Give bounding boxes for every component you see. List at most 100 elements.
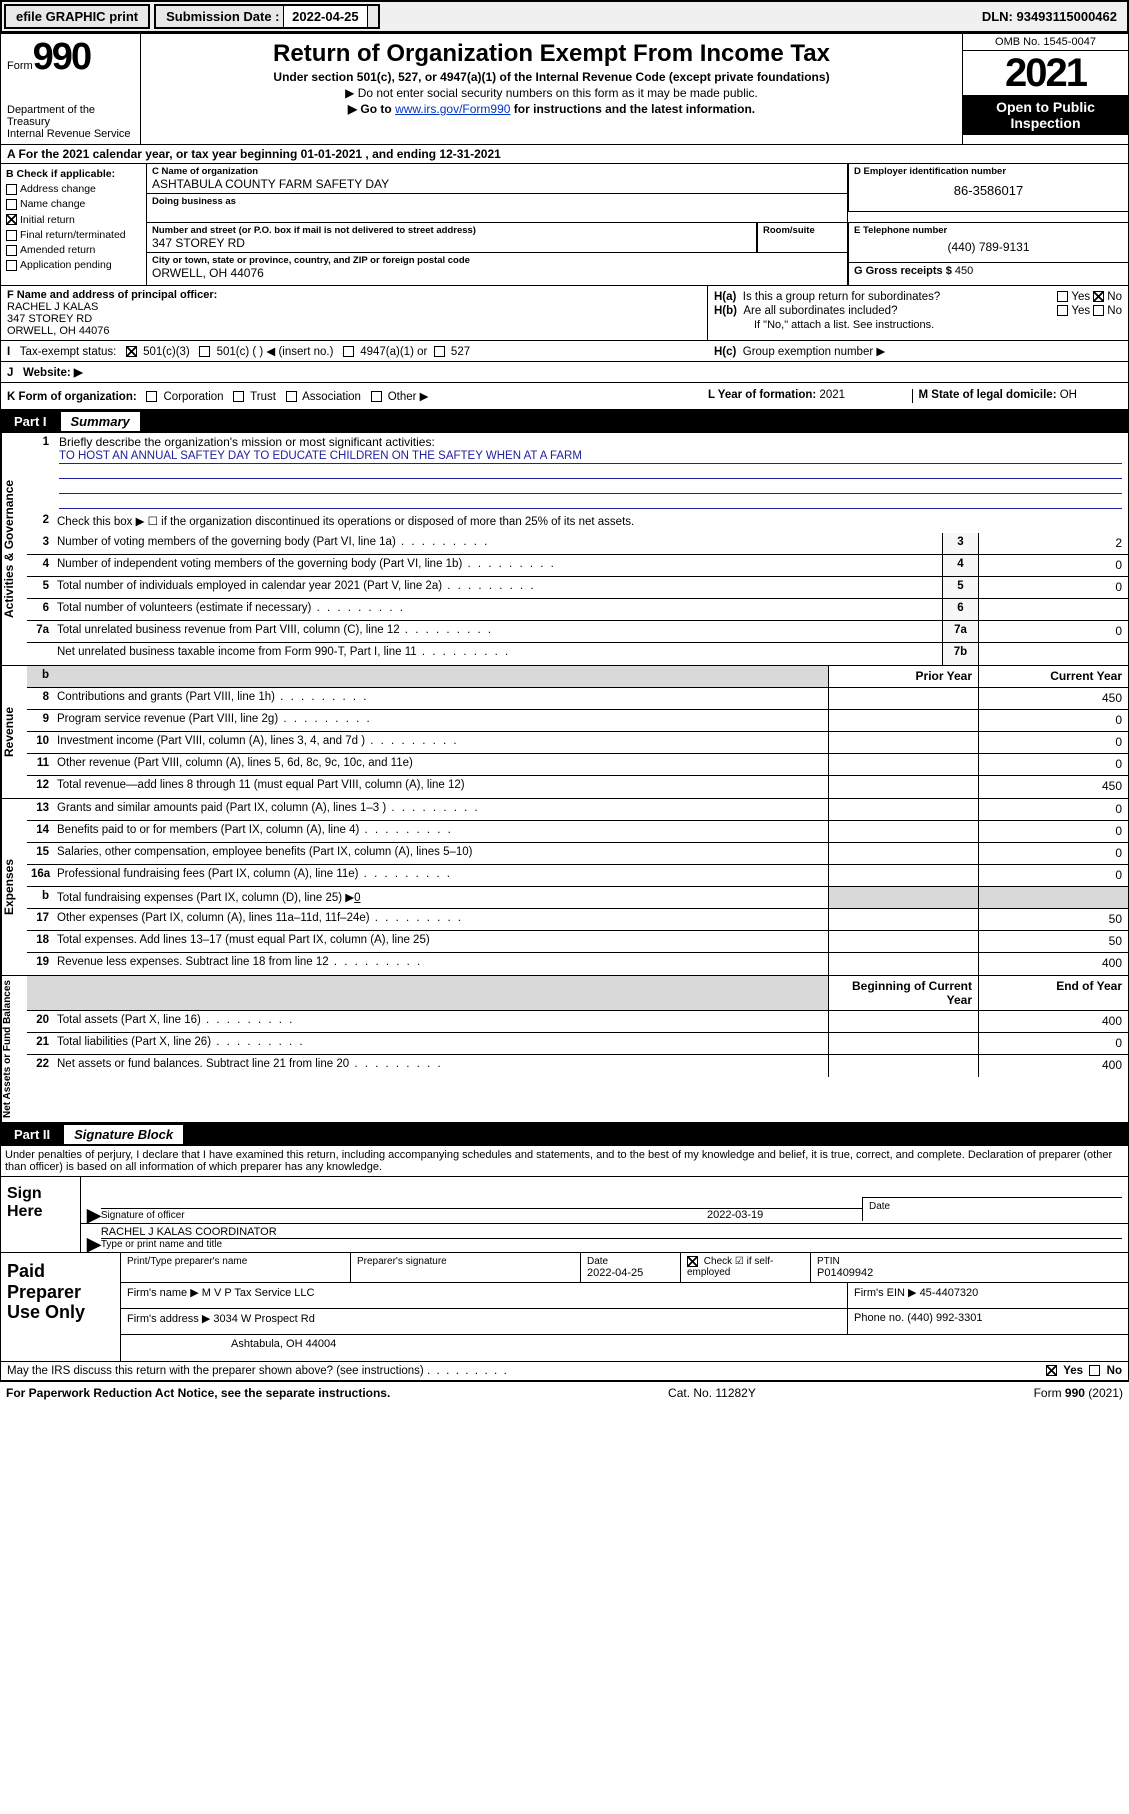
dln: DLN: 93493115000462 <box>972 6 1127 27</box>
l7a-val: 0 <box>978 621 1128 642</box>
topbar: efile GRAPHIC print Submission Date : 20… <box>0 0 1129 33</box>
open-inspection: Open to Public Inspection <box>963 95 1128 135</box>
form-subtitle: Under section 501(c), 527, or 4947(a)(1)… <box>149 70 954 84</box>
th-eoy: End of Year <box>978 976 1128 1010</box>
g-gross-label: G Gross receipts $ <box>854 265 952 277</box>
l15-val: 0 <box>978 843 1128 864</box>
i-527[interactable] <box>434 346 445 357</box>
sig-intro: Under penalties of perjury, I declare th… <box>0 1146 1129 1176</box>
l14-val: 0 <box>978 821 1128 842</box>
may-yes[interactable] <box>1046 1365 1057 1376</box>
vtab-netassets: Net Assets or Fund Balances <box>1 976 27 1122</box>
l2-text: Check this box ▶ ☐ if the organization d… <box>53 511 1128 533</box>
ha-yes[interactable] <box>1057 291 1068 302</box>
f-label: F Name and address of principal officer: <box>7 289 217 301</box>
footer: For Paperwork Reduction Act Notice, see … <box>0 1381 1129 1404</box>
chk-name[interactable] <box>6 199 17 210</box>
k-assoc[interactable] <box>286 391 297 402</box>
form-label: Form <box>7 60 33 72</box>
ha-text: Is this a group return for subordinates? <box>743 291 941 303</box>
j-label: Website: ▶ <box>23 367 83 379</box>
paid-label: Paid Preparer Use Only <box>1 1253 121 1361</box>
signer-type-label: Type or print name and title <box>101 1238 1122 1250</box>
officer-addr2: ORWELL, OH 44076 <box>7 325 110 337</box>
l5-val: 0 <box>978 577 1128 598</box>
hb-no[interactable] <box>1093 305 1104 316</box>
irs-link[interactable]: www.irs.gov/Form990 <box>395 102 510 116</box>
l10-val: 0 <box>978 732 1128 753</box>
may-discuss: May the IRS discuss this return with the… <box>0 1362 1129 1381</box>
hb-yes[interactable] <box>1057 305 1068 316</box>
signer-name: RACHEL J KALAS COORDINATOR <box>101 1226 1122 1238</box>
room-label: Room/suite <box>763 225 842 236</box>
part-i-title: Summary <box>61 412 140 431</box>
may-no[interactable] <box>1089 1365 1100 1376</box>
chk-pending[interactable] <box>6 260 17 271</box>
form-header: Form990 Department of the Treasury Inter… <box>0 33 1129 145</box>
l22-val: 400 <box>978 1055 1128 1077</box>
vtab-revenue: Revenue <box>1 666 27 798</box>
chk-address[interactable] <box>6 184 17 195</box>
line-i: I Tax-exempt status: 501(c)(3) 501(c) ( … <box>0 341 1129 362</box>
d-ein-label: D Employer identification number <box>854 166 1123 177</box>
pp-sig-label: Preparer's signature <box>357 1256 574 1267</box>
pp-date-label: Date <box>587 1256 674 1267</box>
i-label: Tax-exempt status: <box>20 346 117 358</box>
submission-date-label: Submission Date : 2022-04-25 <box>154 4 380 29</box>
k-other[interactable] <box>371 391 382 402</box>
b-header: B Check if applicable: <box>6 168 115 180</box>
chk-final[interactable] <box>6 230 17 241</box>
paid-preparer: Paid Preparer Use Only Print/Type prepar… <box>0 1253 1129 1362</box>
line-a: A For the 2021 calendar year, or tax yea… <box>0 145 1129 164</box>
arrow-icon: ▶ <box>87 1210 101 1221</box>
i-501c3[interactable] <box>126 346 137 357</box>
addr-value: 347 STOREY RD <box>152 236 751 250</box>
print-link[interactable]: print <box>109 9 138 24</box>
l20-val: 400 <box>978 1011 1128 1032</box>
l17-val: 50 <box>978 909 1128 930</box>
i-501c[interactable] <box>199 346 210 357</box>
submission-date: 2022-04-25 <box>283 5 368 28</box>
org-name: ASHTABULA COUNTY FARM SAFETY DAY <box>152 177 842 191</box>
pp-selfemp: Check ☑ if self-employed <box>687 1256 773 1278</box>
k-label: K Form of organization: <box>7 391 137 403</box>
l16a-val: 0 <box>978 865 1128 886</box>
firm-addr2: Ashtabula, OH 44004 <box>121 1335 1128 1361</box>
c-name-label: C Name of organization <box>152 166 842 177</box>
sig-date-value: 2022-03-19 <box>707 1209 763 1221</box>
sec-revenue: Revenue bPrior YearCurrent Year 8Contrib… <box>0 666 1129 799</box>
i-4947[interactable] <box>343 346 354 357</box>
form-title: Return of Organization Exempt From Incom… <box>149 40 954 68</box>
firm-addr1: 3034 W Prospect Rd <box>213 1313 315 1325</box>
section-bcde: B Check if applicable: Address change Na… <box>0 164 1129 286</box>
ha-no[interactable] <box>1093 291 1104 302</box>
efile-button[interactable]: efile GRAPHIC print <box>4 4 150 29</box>
hb-text: Are all subordinates included? <box>743 305 897 317</box>
ptin-value: P01409942 <box>817 1267 1122 1279</box>
sigoff-label: Signature of officer <box>101 1210 185 1221</box>
chk-selfemp[interactable] <box>687 1256 698 1267</box>
chk-initial[interactable] <box>6 214 17 225</box>
city-value: ORWELL, OH 44076 <box>152 266 842 280</box>
l8-val: 450 <box>978 688 1128 709</box>
firm-ein: 45-4407320 <box>920 1287 979 1299</box>
foot-mid: Cat. No. 11282Y <box>668 1386 756 1400</box>
hc-text: Group exemption number ▶ <box>743 346 885 358</box>
k-trust[interactable] <box>233 391 244 402</box>
addr-label: Number and street (or P.O. box if mail i… <box>152 225 751 236</box>
irs-label: Internal Revenue Service <box>7 128 134 140</box>
may-text: May the IRS discuss this return with the… <box>7 1365 424 1377</box>
arrow-icon: ▶ <box>87 1239 101 1250</box>
l13-val: 0 <box>978 799 1128 820</box>
k-corp[interactable] <box>146 391 157 402</box>
firm-ein-label: Firm's EIN ▶ <box>854 1287 917 1299</box>
firm-ph-label: Phone no. <box>854 1312 904 1324</box>
line-klm: K Form of organization: Corporation Trus… <box>0 383 1129 410</box>
e-phone-label: E Telephone number <box>854 225 1123 236</box>
part-ii-header: Part II Signature Block <box>0 1123 1129 1146</box>
tax-year: 2021 <box>963 51 1128 95</box>
th-current: Current Year <box>978 666 1128 687</box>
vtab-expenses: Expenses <box>1 799 27 975</box>
chk-amended[interactable] <box>6 245 17 256</box>
l7b-text: Net unrelated business taxable income fr… <box>53 643 942 665</box>
